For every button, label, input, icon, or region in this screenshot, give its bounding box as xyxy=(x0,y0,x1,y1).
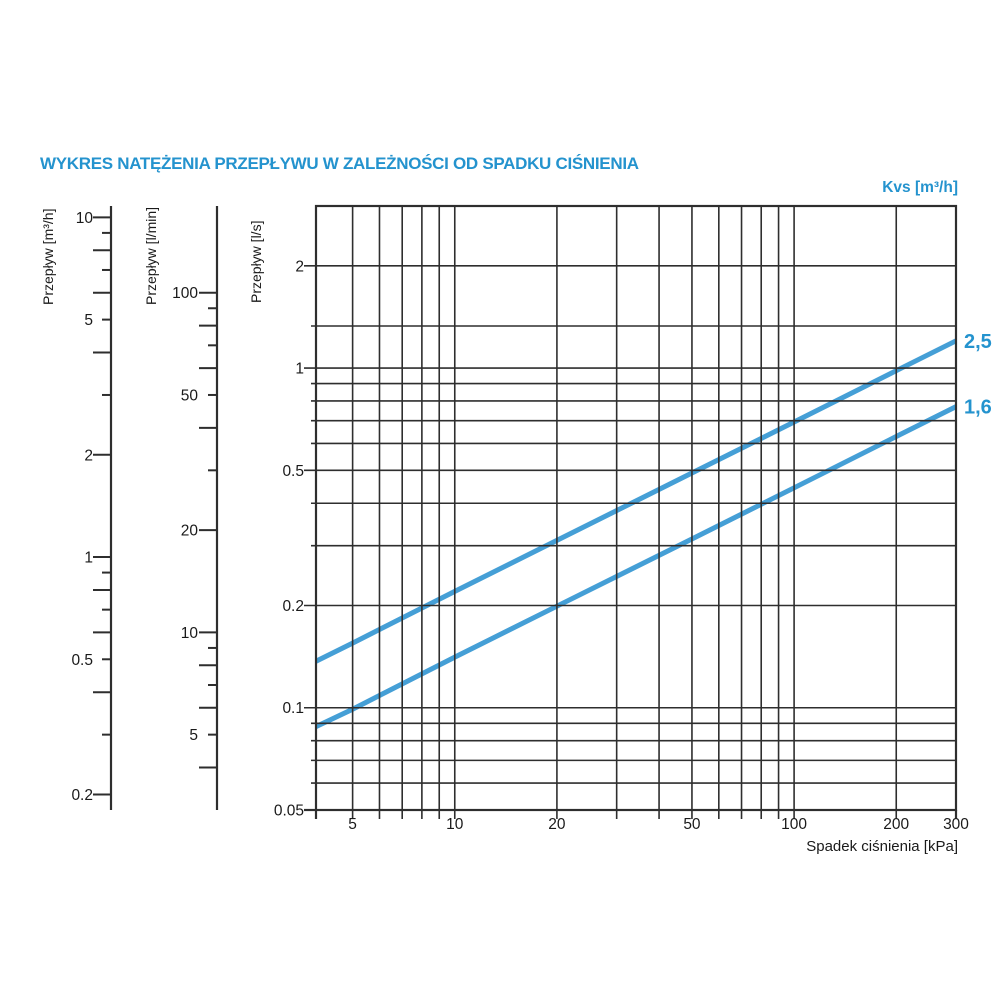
page-title: WYKRES NATĘŻENIA PRZEPŁYWU W ZALEŻNOŚCI … xyxy=(40,154,639,173)
scale-lmin-label-50: 50 xyxy=(181,387,199,404)
x-tick-label-300: 300 xyxy=(943,816,969,833)
y-tick-label-2: 2 xyxy=(295,258,304,275)
y-tick-label-0.1: 0.1 xyxy=(282,700,304,717)
kvs-unit-header: Kvs [m³/h] xyxy=(882,179,958,196)
kvs-line-label-2-5: 2,5 xyxy=(964,331,992,353)
y-tick-label-0.05: 0.05 xyxy=(274,803,304,820)
y-tick-label-0.2: 0.2 xyxy=(282,598,304,615)
scale-m3h-axis-label: Przepływ [m³/h] xyxy=(40,209,56,305)
y-tick-label-1: 1 xyxy=(295,361,304,378)
x-tick-label-10: 10 xyxy=(446,816,464,833)
x-axis-title: Spadek ciśnienia [kPa] xyxy=(806,838,958,855)
scale-m3h-label-5: 5 xyxy=(84,312,93,329)
scale-m3h-label-10: 10 xyxy=(76,210,94,227)
kvs-line-1.6 xyxy=(314,404,958,729)
scale-lmin-label-100: 100 xyxy=(172,285,198,302)
plot-area: 5 10 20 50 100 200 300 2 1 0.5 0.2 0.1 0.05 10 5 2 1 0.5 0… xyxy=(71,204,969,833)
scale-lmin-axis-label: Przepływ [l/min] xyxy=(143,207,159,305)
scale-m3h-label-0.5: 0.5 xyxy=(71,652,93,669)
scale-ls-axis-label: Przepływ [l/s] xyxy=(248,221,264,303)
scale-m3h-label-1: 1 xyxy=(84,550,93,567)
x-tick-label-200: 200 xyxy=(883,816,909,833)
plot-border xyxy=(314,204,958,812)
kvs-line-label-1-6: 1,6 xyxy=(964,397,992,419)
x-tick-label-20: 20 xyxy=(548,816,566,833)
kvs-line-2.5 xyxy=(314,338,958,664)
scale-lmin-label-20: 20 xyxy=(181,523,199,540)
scale-m3h-label-0.2: 0.2 xyxy=(71,787,93,804)
x-tick-label-5: 5 xyxy=(348,816,357,833)
x-tick-label-100: 100 xyxy=(781,816,807,833)
scale-lmin-label-5: 5 xyxy=(189,727,198,744)
x-tick-label-50: 50 xyxy=(683,816,701,833)
scale-m3h-label-2: 2 xyxy=(84,447,93,464)
y-tick-label-0.5: 0.5 xyxy=(282,463,304,480)
scale-lmin-label-10: 10 xyxy=(181,625,199,642)
